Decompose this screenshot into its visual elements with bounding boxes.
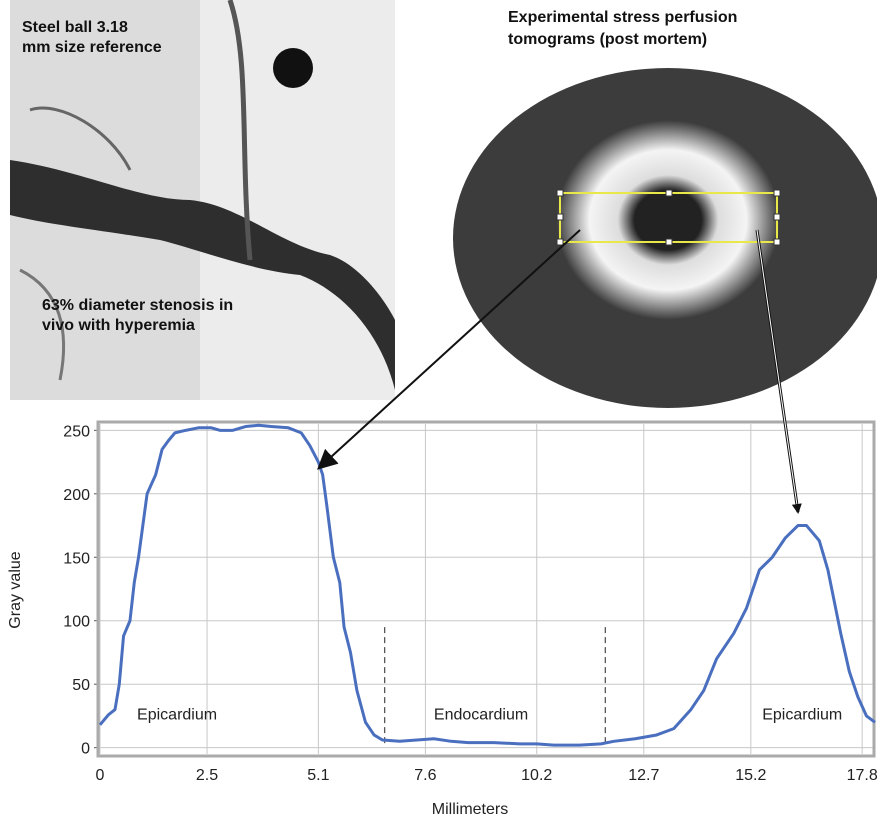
y-axis-label: Gray value <box>7 551 24 628</box>
chart: 0 50 100 150 200 250 0 2.5 5.1 7.6 10.2 12.7 15.2 17.… <box>63 420 877 784</box>
y-tick-label: 0 <box>81 741 90 758</box>
tomogram: Experimental stress perfusion tomograms (… <box>453 9 877 408</box>
x-tick-label: 7.6 <box>414 767 436 784</box>
x-axis-label: Millimeters <box>432 801 508 818</box>
y-tick-label: 50 <box>72 677 90 694</box>
arrow <box>756 229 802 514</box>
x-tick-label: 10.2 <box>521 767 552 784</box>
y-tick-label: 150 <box>63 550 90 567</box>
plot-frame <box>96 420 876 758</box>
x-tick-label: 0 <box>96 767 105 784</box>
x-tick-label: 17.8 <box>847 767 877 784</box>
region-label: Endocardium <box>434 707 528 724</box>
x-tick-label: 12.7 <box>628 767 659 784</box>
angiogram-label: 63% diameter stenosis in vivo with hypere… <box>42 297 233 334</box>
angiogram: Steel ball 3.18 mm size reference 63% dia… <box>10 0 395 400</box>
x-tick-label: 15.2 <box>735 767 766 784</box>
x-tick-label: 2.5 <box>196 767 218 784</box>
plot-area <box>100 424 875 754</box>
y-tick-label: 200 <box>63 487 90 504</box>
tomogram-label: Experimental stress perfusion tomograms (… <box>508 9 737 48</box>
line <box>98 423 876 747</box>
arrow <box>317 229 581 470</box>
region-label: Epicardium <box>762 707 842 724</box>
y-tick-label: 250 <box>63 423 90 440</box>
angiogram-label: Steel ball 3.18 mm size reference <box>22 19 162 56</box>
y-tick-label: 100 <box>63 614 90 631</box>
x-tick-label: 5.1 <box>307 767 329 784</box>
region-label: Epicardium <box>137 707 217 724</box>
